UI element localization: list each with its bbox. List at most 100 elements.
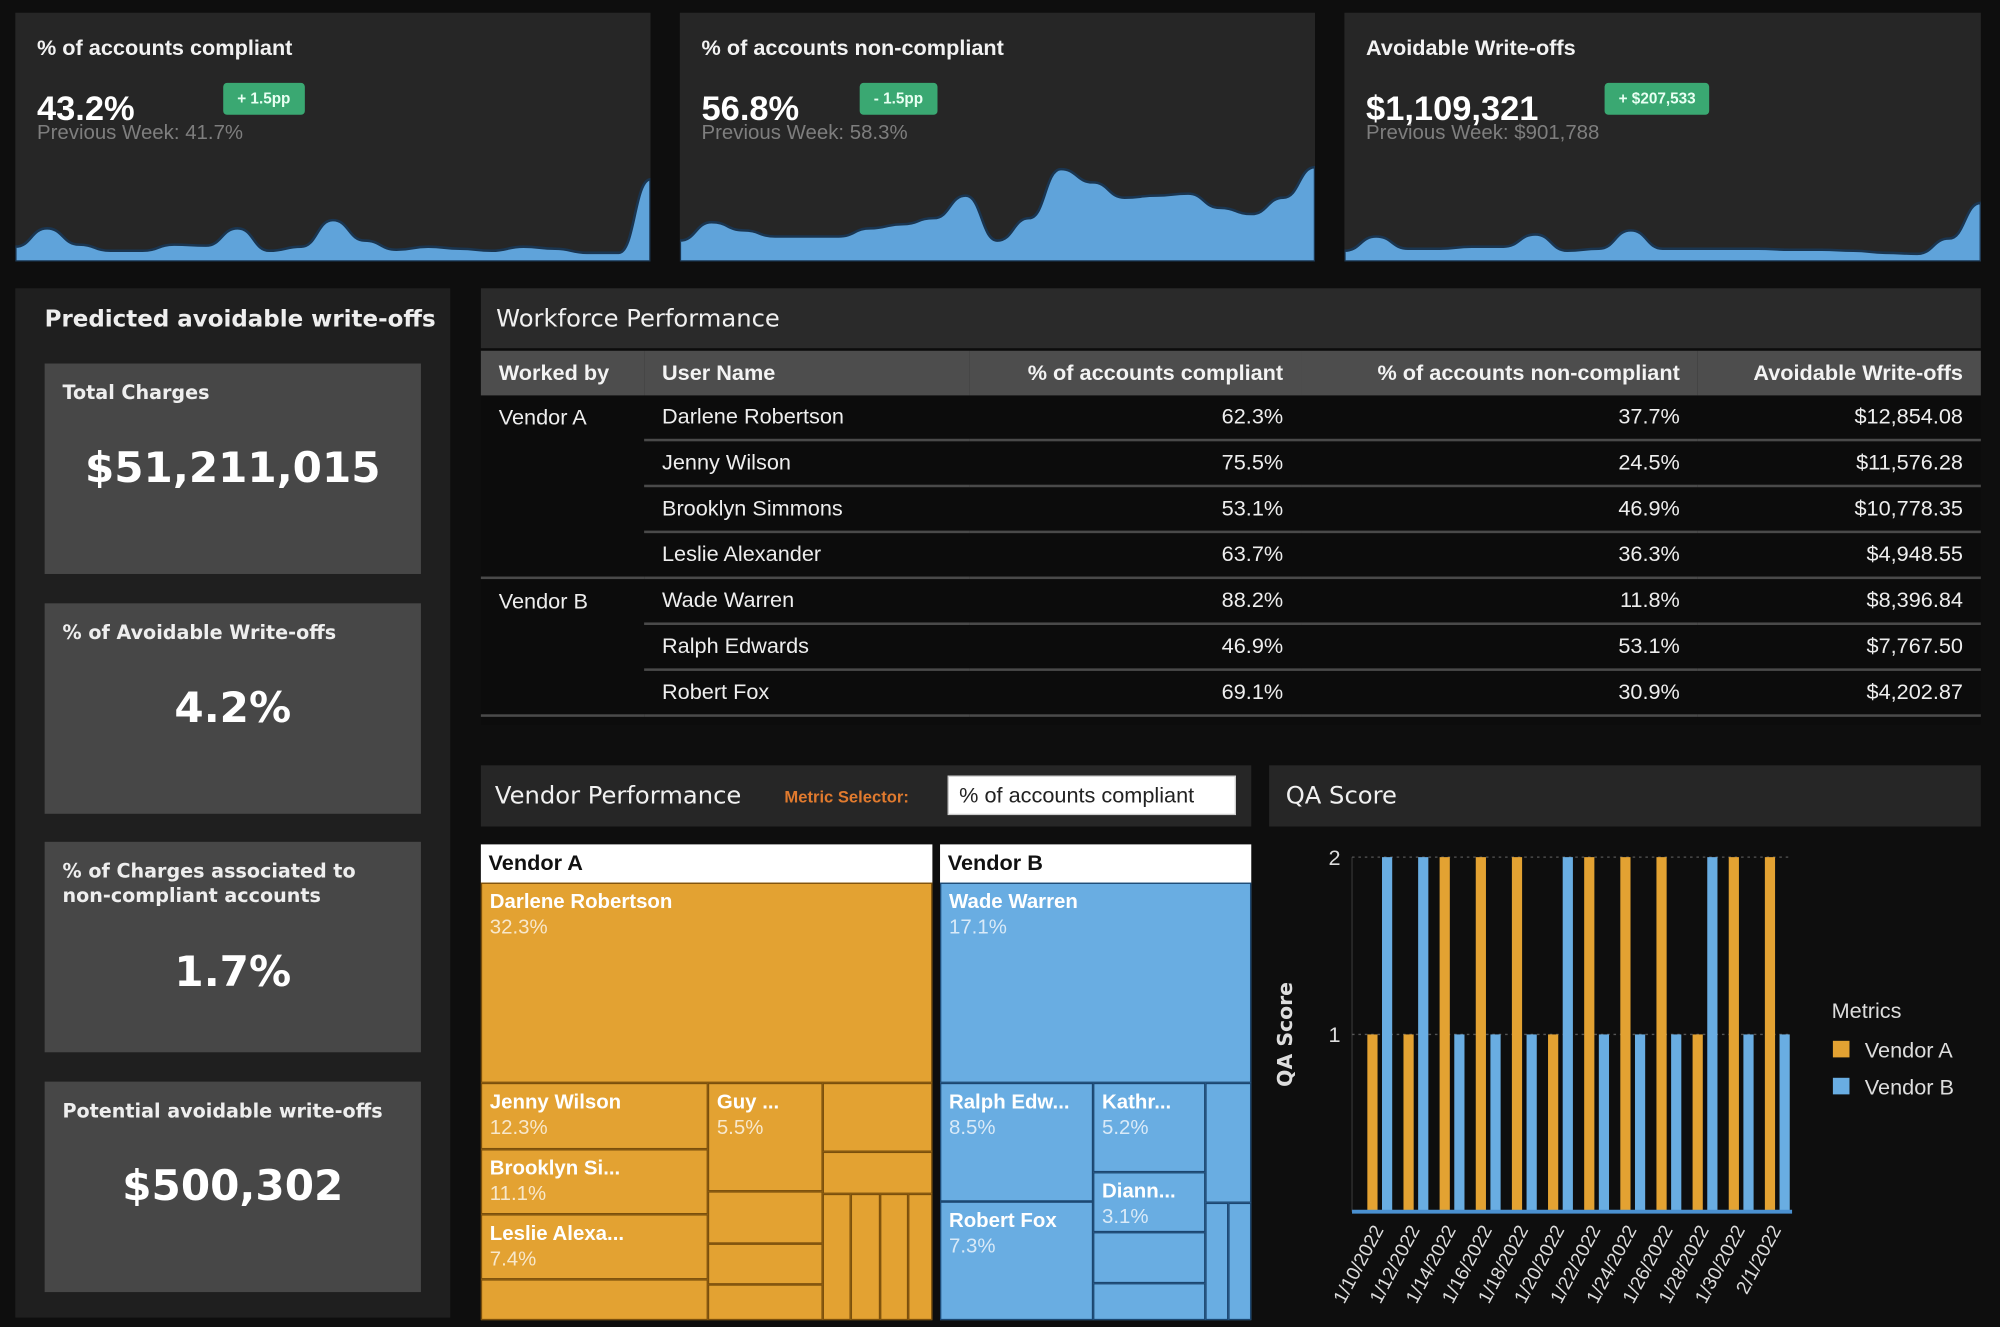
treemap-leaf[interactable] (850, 1193, 881, 1321)
sparkline-chart (15, 178, 651, 262)
legend-title: Metrics (1832, 998, 1902, 1023)
bar-vendor-a (1728, 857, 1739, 1212)
kpi-card-compliant: % of accounts compliant 43.2% + 1.5pp Pr… (15, 12, 651, 262)
stat-potential-write-offs: Potential avoidable write-offs $500,302 (44, 1081, 421, 1293)
column-header-user-name[interactable]: User Name (644, 350, 970, 396)
treemap-group-vendor-a: Vendor A (480, 844, 933, 883)
y-tick-label: 1 (1328, 1022, 1340, 1047)
treemap-leaf[interactable] (480, 1279, 708, 1321)
sparkline-area (1344, 201, 1981, 262)
panel-title: QA Score (1285, 781, 1397, 810)
leaf-value: 7.3% (948, 1235, 996, 1258)
table-row[interactable]: Robert Fox 69.1% 30.9% $4,202.87 (481, 669, 1981, 717)
treemap-leaf[interactable] (707, 1243, 823, 1285)
y-tick-label: 2 (1328, 845, 1340, 870)
treemap-leaf[interactable]: Robert Fox 7.3% (940, 1201, 1094, 1321)
table-row[interactable]: Vendor A Darlene Robertson 62.3% 37.7% $12,8… (480, 395, 1981, 580)
panel-header: Workforce Performance (480, 288, 1981, 349)
column-header-write-offs[interactable]: Avoidable Write-offs (1697, 350, 1981, 396)
treemap-leaf[interactable]: Jenny Wilson 12.3% (480, 1082, 708, 1150)
kpi-change-badge: - 1.5pp (859, 82, 938, 115)
bar-vendor-a (1511, 857, 1523, 1212)
bar-vendor-a (1548, 1034, 1559, 1212)
stat-label: % of Avoidable Write-offs (62, 621, 337, 645)
compliant-cell: 62.3% (969, 395, 1302, 442)
bar-vendor-b (1671, 1034, 1682, 1212)
treemap-leaf[interactable] (822, 1082, 933, 1152)
panel-title: Vendor Performance (494, 781, 742, 810)
bar-vendor-a (1403, 1034, 1414, 1212)
stat-label: Total Charges (62, 381, 210, 405)
column-header-compliant[interactable]: % of accounts compliant (969, 350, 1302, 396)
treemap-leaf[interactable] (908, 1193, 933, 1321)
treemap-leaf[interactable]: Darlene Robertson 32.3% (480, 882, 933, 1083)
treemap-leaf[interactable] (1093, 1232, 1206, 1284)
bar-vendor-a (1656, 857, 1667, 1212)
treemap-leaf[interactable] (1205, 1082, 1252, 1203)
treemap-leaf[interactable] (707, 1284, 823, 1321)
treemap-leaf[interactable]: Kathr... 5.2% (1093, 1082, 1206, 1173)
treemap-leaf[interactable]: Leslie Alexa... 7.4% (480, 1214, 708, 1280)
kpi-value: 56.8% (701, 89, 800, 128)
sparkline-chart (679, 165, 1316, 262)
column-header-worked-by[interactable]: Worked by (480, 350, 645, 396)
treemap-leaf[interactable] (1093, 1283, 1206, 1321)
treemap-leaf[interactable]: Guy ... 5.5% (707, 1082, 823, 1192)
bar-vendor-b (1779, 1034, 1790, 1212)
vendor-performance-header: Vendor Performance Metric Selector: % of… (480, 765, 1252, 827)
treemap-leaf[interactable]: Brooklyn Si... 11.1% (480, 1149, 708, 1215)
bar-vendor-b (1634, 1034, 1646, 1212)
stat-avoidable-write-offs-pct: % of Avoidable Write-offs 4.2% (44, 603, 421, 814)
leaf-value: 17.1% (948, 917, 1007, 939)
y-axis-label: QA Score (1273, 982, 1297, 1087)
table-row[interactable]: Vendor B Wade Warren 88.2% 11.8% $8,396.84 (480, 577, 1981, 717)
non-compliant-cell: 36.3% (1301, 531, 1698, 580)
treemap-leaf[interactable] (1205, 1202, 1229, 1321)
user-name-cell: Jenny Wilson (644, 440, 970, 488)
bar-vendor-b (1562, 857, 1573, 1212)
table-row[interactable]: Jenny Wilson 75.5% 24.5% $11,576.28 (481, 440, 1981, 488)
treemap-leaf[interactable] (822, 1193, 851, 1321)
user-name-cell: Wade Warren (644, 577, 970, 625)
non-compliant-cell: 11.8% (1301, 577, 1698, 625)
bar-vendor-b (1707, 857, 1718, 1212)
table-row[interactable]: Brooklyn Simmons 53.1% 46.9% $10,778.35 (481, 485, 1981, 534)
table-row[interactable]: Ralph Edwards 46.9% 53.1% $7,767.50 (481, 623, 1981, 671)
bar-vendor-a (1620, 857, 1631, 1212)
metric-selector-dropdown[interactable]: % of accounts compliant (947, 775, 1236, 816)
bar-vendor-b (1598, 1034, 1610, 1212)
treemap-leaf[interactable]: Ralph Edw... 8.5% (940, 1082, 1094, 1202)
table-row[interactable]: Leslie Alexander 63.7% 36.3% $4,948.55 (481, 531, 1981, 580)
non-compliant-cell: 46.9% (1301, 485, 1698, 534)
bar-vendor-b (1454, 1034, 1465, 1212)
kpi-previous-week: Previous Week: 58.3% (701, 122, 908, 145)
bar-vendor-b (1743, 1034, 1754, 1212)
stat-value: 1.7% (174, 946, 292, 997)
table-header-row: Worked by User Name % of accounts compli… (480, 350, 1981, 396)
treemap-leaf[interactable] (822, 1151, 933, 1194)
write-offs-cell: $8,396.84 (1697, 577, 1981, 625)
write-offs-cell: $4,202.87 (1697, 669, 1981, 717)
treemap-leaf[interactable] (707, 1191, 823, 1244)
stat-value: $500,302 (122, 1160, 344, 1211)
write-offs-cell: $12,854.08 (1697, 395, 1981, 442)
leaf-name: Diann... (1102, 1181, 1176, 1203)
treemap-leaf[interactable] (1228, 1202, 1252, 1321)
treemap-leaf[interactable]: Wade Warren 17.1% (940, 882, 1252, 1083)
legend-label: Vendor A (1865, 1037, 1954, 1062)
leaf-value: 11.1% (489, 1183, 547, 1206)
leaf-value: 5.5% (716, 1117, 764, 1140)
worked-by-cell: Vendor B (480, 577, 645, 717)
kpi-previous-week: Previous Week: 41.7% (36, 122, 244, 145)
treemap-leaf[interactable] (880, 1193, 909, 1321)
worked-by-cell: Vendor A (480, 395, 645, 580)
column-header-non-compliant[interactable]: % of accounts non-compliant (1301, 350, 1698, 396)
kpi-change-badge: + $207,533 (1604, 82, 1710, 115)
stat-label: Potential avoidable write-offs (62, 1099, 383, 1123)
legend-swatch (1832, 1040, 1850, 1058)
leaf-name: Kathr... (1102, 1091, 1172, 1114)
compliant-cell: 46.9% (969, 623, 1302, 671)
treemap-leaf[interactable]: Diann... 3.1% (1093, 1172, 1206, 1233)
workforce-performance-panel: Workforce Performance Worked by User Nam… (480, 288, 1981, 725)
